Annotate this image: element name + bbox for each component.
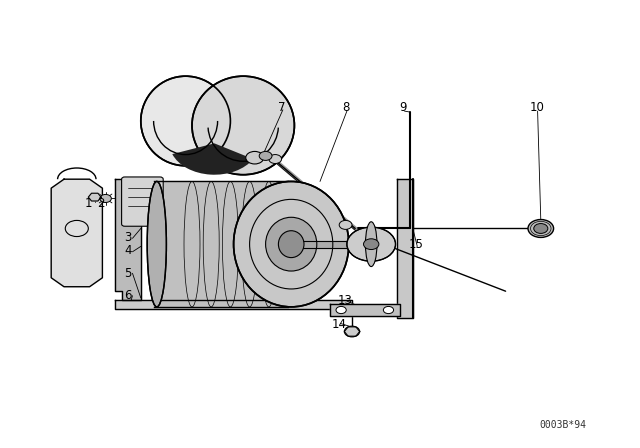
Polygon shape [51, 179, 102, 287]
Polygon shape [291, 241, 368, 248]
Ellipse shape [141, 76, 230, 166]
Circle shape [336, 306, 346, 314]
Text: 1: 1 [84, 197, 92, 211]
Text: 15: 15 [408, 237, 424, 251]
Circle shape [383, 306, 394, 314]
Ellipse shape [278, 231, 304, 258]
Circle shape [364, 239, 379, 250]
Circle shape [246, 151, 264, 164]
Text: 10: 10 [530, 101, 545, 114]
Circle shape [534, 224, 548, 233]
Circle shape [347, 227, 396, 261]
Circle shape [528, 220, 554, 237]
Text: 12: 12 [357, 237, 372, 251]
Text: 3: 3 [124, 231, 132, 244]
Ellipse shape [192, 76, 294, 175]
FancyBboxPatch shape [122, 177, 163, 226]
Text: 11: 11 [319, 237, 334, 251]
Circle shape [344, 326, 360, 337]
Text: 0003B*94: 0003B*94 [540, 420, 587, 430]
Text: 2: 2 [97, 197, 105, 211]
Ellipse shape [234, 181, 349, 307]
Circle shape [339, 220, 352, 229]
Circle shape [259, 151, 272, 160]
Text: 8: 8 [342, 101, 349, 114]
Ellipse shape [365, 222, 377, 267]
Ellipse shape [266, 217, 317, 271]
Polygon shape [115, 300, 352, 309]
Polygon shape [330, 304, 400, 316]
Text: 4: 4 [124, 244, 132, 258]
Text: 13: 13 [338, 293, 353, 307]
Polygon shape [115, 179, 141, 300]
Circle shape [269, 155, 282, 164]
Text: 5: 5 [124, 267, 132, 280]
Text: 9: 9 [399, 101, 407, 114]
Polygon shape [154, 181, 288, 307]
Circle shape [65, 220, 88, 237]
Text: 7: 7 [278, 101, 285, 114]
Text: 6: 6 [124, 289, 132, 302]
Polygon shape [88, 193, 101, 201]
Circle shape [100, 194, 111, 202]
Ellipse shape [147, 181, 166, 307]
Text: 14: 14 [332, 318, 347, 332]
Polygon shape [397, 179, 413, 318]
Wedge shape [172, 143, 253, 175]
